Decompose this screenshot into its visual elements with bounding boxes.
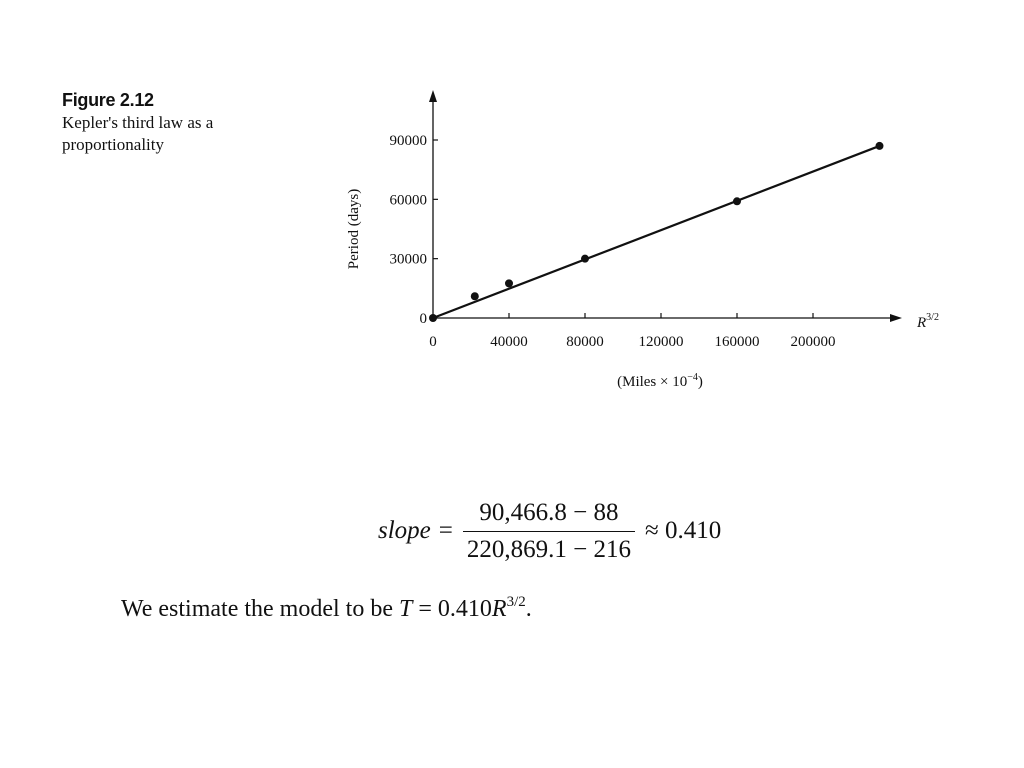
x-axis-label: (Miles × 10−4) <box>617 372 703 390</box>
data-point <box>470 292 479 301</box>
model-middle: = 0.410 <box>412 596 492 622</box>
chart-fit-line <box>432 144 880 320</box>
x-axis-arrow <box>890 314 902 322</box>
model-var-r: R <box>491 596 507 622</box>
x-axis-tag: R3/2 <box>916 312 939 331</box>
slope-word: slope <box>378 517 431 544</box>
x-tick-label: 80000 <box>566 334 604 350</box>
model-prefix: We estimate the model to be <box>121 596 399 622</box>
model-var-t: T <box>398 596 413 622</box>
x-tick-label: 200000 <box>791 334 836 350</box>
x-tick-label: 120000 <box>639 334 684 350</box>
slope-formula: slope = 90,466.8 − 88 220,869.1 − 216 ≈ … <box>378 493 721 569</box>
model-statement: We estimate the model to be T = 0.410R3/… <box>121 594 532 623</box>
kepler-scatter-chart: 0 40000 80000 120000 160000 200000 0 30000 60000… <box>346 90 939 390</box>
data-point <box>429 314 437 322</box>
fit-line <box>432 144 880 320</box>
fraction-denominator: 220,869.1 − 216 <box>462 530 635 565</box>
x-tick-label: 40000 <box>490 334 528 350</box>
x-axis-tag-exp: 3/2 <box>926 312 939 323</box>
figure-label: Figure 2.12 <box>62 90 154 110</box>
y-tick-label: 60000 <box>390 192 428 208</box>
x-tick-label: 160000 <box>715 334 760 350</box>
x-axis-label-close: ) <box>698 374 703 390</box>
chart-ticks: 0 40000 80000 120000 160000 200000 0 30000 60000… <box>390 133 836 350</box>
caption-line-2: proportionality <box>62 135 164 154</box>
chart-points <box>429 141 884 322</box>
figure-caption: Figure 2.12 Kepler's third law as a prop… <box>62 88 302 156</box>
slope-fraction: 90,466.8 − 88 220,869.1 − 216 <box>462 498 635 565</box>
model-suffix: . <box>525 596 532 622</box>
approx-value: ≈ 0.410 <box>645 517 722 544</box>
x-axis-label-main: (Miles × 10 <box>617 374 687 390</box>
y-tick-label: 90000 <box>390 133 428 149</box>
chart-axes <box>429 90 902 322</box>
equals-sign: = <box>438 517 453 544</box>
data-point <box>581 254 589 263</box>
data-point <box>733 197 741 206</box>
chart-labels: Period (days) (Miles × 10−4) R3/2 <box>346 189 939 390</box>
fraction-numerator: 90,466.8 − 88 <box>479 498 619 526</box>
y-tick-label: 0 <box>420 311 428 327</box>
y-axis-label: Period (days) <box>346 189 362 269</box>
model-exponent: 3/2 <box>506 594 526 610</box>
data-point <box>875 141 884 150</box>
y-tick-label: 30000 <box>390 252 428 268</box>
x-axis-tag-var: R <box>916 315 926 331</box>
x-axis-label-exp: −4 <box>687 372 698 383</box>
caption-line-1: Kepler's third law as a <box>62 113 214 132</box>
x-tick-label: 0 <box>429 334 437 350</box>
y-axis-arrow <box>429 90 437 102</box>
data-point <box>505 279 513 288</box>
